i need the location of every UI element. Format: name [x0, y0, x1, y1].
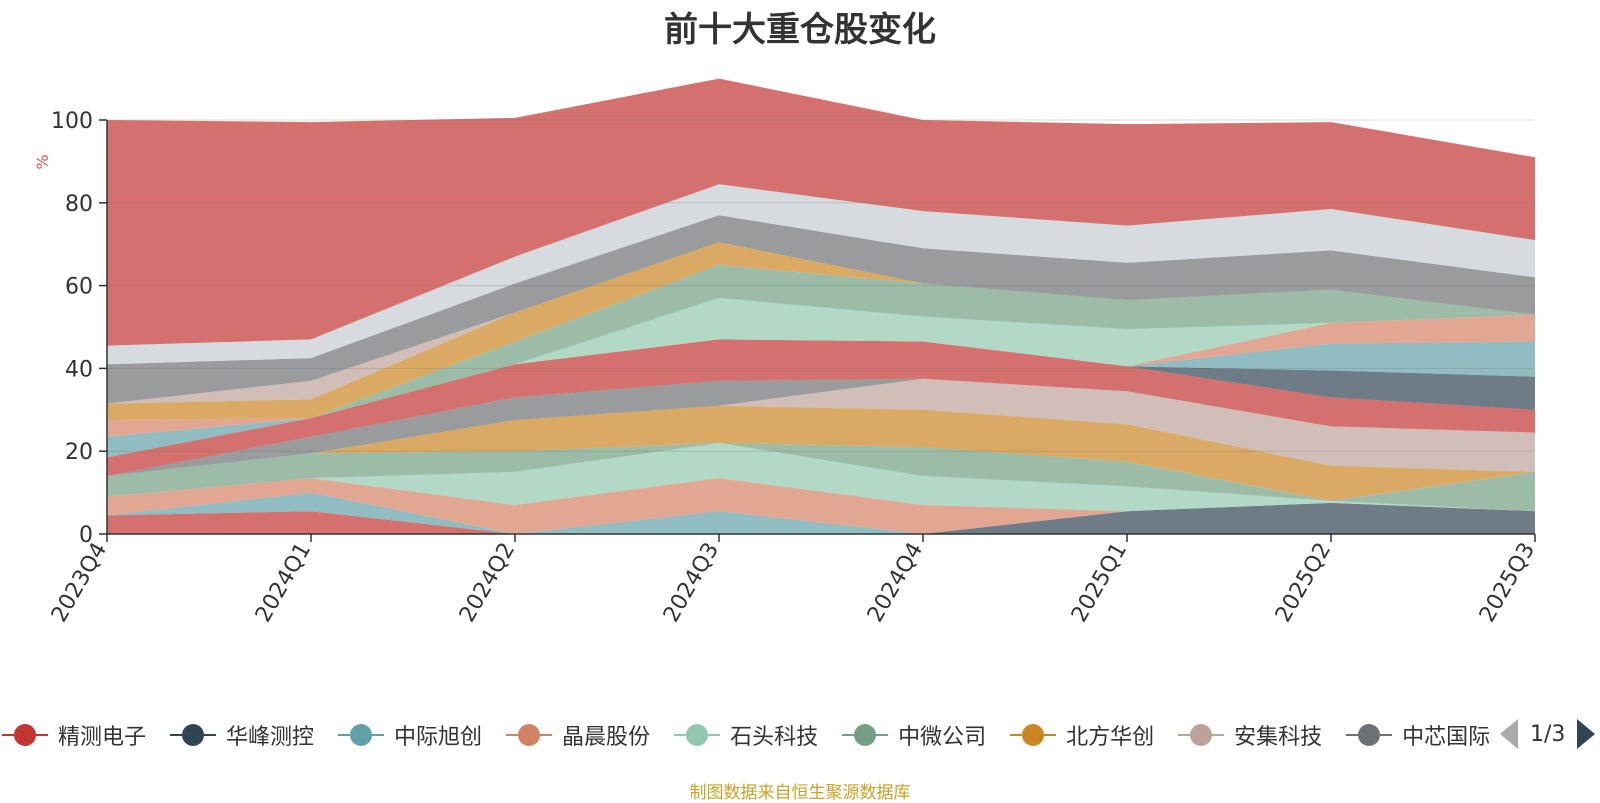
- area-series-7[interactable]: [107, 405, 1535, 501]
- legend-label: 中微公司: [898, 725, 987, 750]
- x-tick-label: 2024Q2: [455, 539, 520, 627]
- legend-marker-icon: [1010, 724, 1057, 746]
- area-series-13[interactable]: [107, 314, 1535, 437]
- legend-label: 华峰测控: [226, 725, 315, 750]
- legend-label: 石头科技: [730, 725, 819, 750]
- legend: 精测电子 华峰测控 中际旭创 晶晨股份 石头科技 中微公司 北方华创 安集科技 中芯国际: [0, 718, 1500, 752]
- area-series-16[interactable]: [107, 242, 1535, 421]
- legend-pager: 1/3: [1500, 716, 1596, 752]
- area-series-5[interactable]: [107, 442, 1535, 512]
- legend-label: 安集科技: [1234, 725, 1323, 750]
- legend-marker-icon: [338, 724, 385, 746]
- legend-next-page-button[interactable]: [1577, 719, 1596, 749]
- y-tick-label: 60: [65, 275, 93, 300]
- area-series-8[interactable]: [107, 378, 1535, 476]
- y-axis-label: %: [33, 154, 52, 169]
- y-tick-label: 80: [65, 192, 93, 217]
- x-tick-label: 2025Q3: [1475, 539, 1540, 627]
- area-series-6[interactable]: [107, 442, 1535, 512]
- y-tick-label: 0: [79, 523, 93, 548]
- legend-prev-page-button[interactable]: [1500, 719, 1518, 749]
- area-series-19[interactable]: [107, 184, 1535, 365]
- area-series-11[interactable]: [107, 339, 1535, 458]
- legend-label: 中际旭创: [394, 725, 483, 750]
- legend-item-9[interactable]: 中芯国际: [1344, 718, 1490, 752]
- legend-label: 精测电子: [58, 725, 147, 750]
- legend-marker-icon: [506, 724, 553, 746]
- area-series-9[interactable]: [107, 378, 1535, 476]
- legend-label: 中芯国际: [1402, 725, 1491, 750]
- data-source-footer: 制图数据来自恒生聚源数据库: [689, 783, 911, 803]
- legend-item-4[interactable]: 晶晨股份: [504, 718, 650, 752]
- legend-marker-icon: [1346, 724, 1393, 746]
- x-tick-label: 2025Q2: [1271, 539, 1336, 627]
- legend-item-6[interactable]: 中微公司: [840, 718, 986, 752]
- area-series-20[interactable]: [107, 78, 1535, 346]
- area-series-1[interactable]: [107, 511, 1535, 534]
- legend-marker-icon: [2, 724, 48, 746]
- area-series-4[interactable]: [107, 478, 1535, 534]
- legend-item-7[interactable]: 北方华创: [1008, 718, 1154, 752]
- x-tick-label: 2023Q4: [47, 539, 112, 627]
- legend-marker-icon: [1178, 724, 1225, 746]
- area-series-12[interactable]: [107, 339, 1535, 458]
- area-series-15[interactable]: [107, 264, 1535, 421]
- legend-marker-icon: [842, 724, 889, 746]
- x-tick-label: 2024Q3: [659, 539, 724, 627]
- legend-item-2[interactable]: 华峰测控: [168, 718, 314, 752]
- x-tick-label: 2024Q4: [863, 539, 928, 627]
- legend-item-5[interactable]: 石头科技: [672, 718, 818, 752]
- legend-item-8[interactable]: 安集科技: [1176, 718, 1322, 752]
- y-tick-label: 100: [51, 109, 93, 134]
- legend-marker-icon: [674, 724, 721, 746]
- area-series-14[interactable]: [107, 298, 1535, 421]
- legend-item-3[interactable]: 中际旭创: [336, 718, 482, 752]
- area-series-3[interactable]: [107, 492, 1535, 534]
- chart-plot: 0 20 40 60 80 100 2023Q4 2024Q1 2024Q2 2024Q3 2024…: [33, 78, 1540, 627]
- y-tick-label: 20: [65, 440, 93, 465]
- area-series-2[interactable]: [107, 502, 1535, 534]
- x-tick-label: 2025Q1: [1067, 539, 1132, 627]
- area-series-18[interactable]: [107, 215, 1535, 404]
- x-tick-label: 2024Q1: [251, 539, 316, 627]
- legend-label: 晶晨股份: [562, 725, 651, 750]
- legend-marker-icon: [170, 724, 217, 746]
- legend-label: 北方华创: [1066, 725, 1155, 750]
- y-tick-label: 40: [65, 357, 93, 382]
- area-series-10[interactable]: [107, 339, 1535, 476]
- legend-item-1[interactable]: 精测电子: [0, 718, 146, 752]
- legend-page-indicator: 1/3: [1530, 721, 1566, 747]
- chart-title: 前十大重仓股变化: [664, 10, 936, 50]
